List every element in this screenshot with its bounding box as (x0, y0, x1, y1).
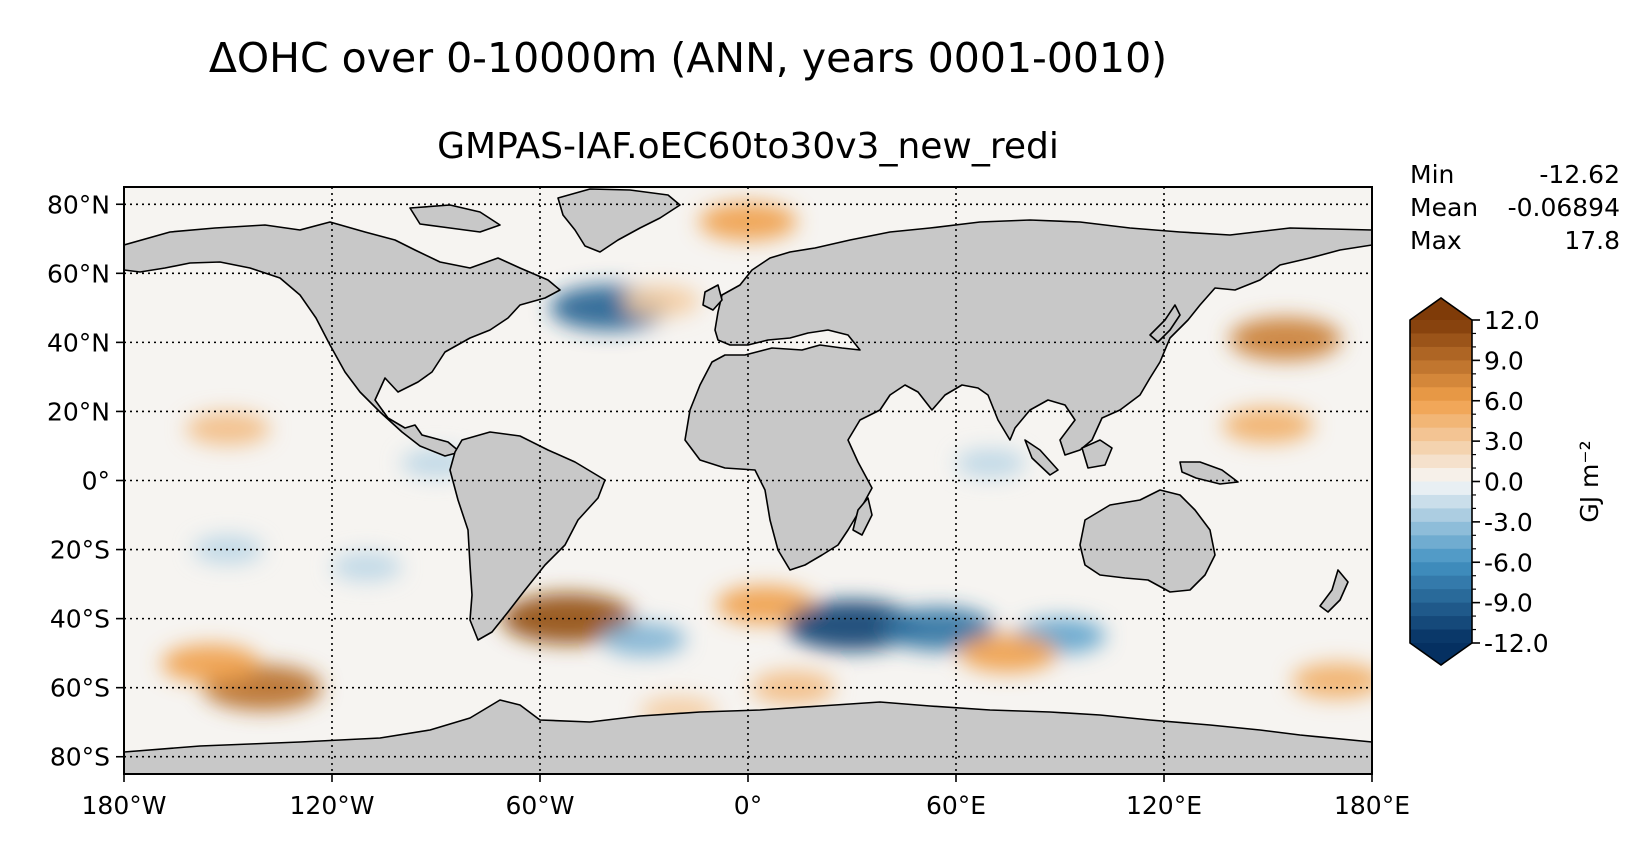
land-greenland (557, 188, 681, 253)
y-tick-label: 40°N (47, 328, 110, 357)
colorbar-band (1410, 414, 1472, 429)
colorbar-tick-label: 9.0 (1484, 346, 1524, 375)
anomaly-blob-20 (955, 448, 1026, 478)
figure-title: ΔOHC over 0-10000m (ANN, years 0001-0010… (208, 34, 1168, 82)
colorbar-band (1410, 441, 1472, 456)
y-axis: 80°N 60°N 40°N 20°N 0° 20°S 40°S 60°S 80°S (47, 190, 124, 772)
anomaly-blob-0 (186, 411, 270, 446)
stat-mean: Mean -0.06894 (1410, 191, 1620, 224)
gridlines (124, 187, 1372, 774)
colorbar-tick-label: 3.0 (1484, 427, 1524, 456)
land-new-zealand (1319, 569, 1349, 613)
land-new-guinea (1179, 461, 1239, 485)
colorbar-tick-label: -9.0 (1484, 589, 1533, 618)
y-tick-label: 60°S (50, 674, 110, 703)
colorbar-band (1410, 616, 1472, 631)
colorbar-tick-label: -3.0 (1484, 508, 1533, 537)
x-tick-label: 0° (734, 791, 762, 820)
colorbar-band (1410, 494, 1472, 510)
colorbar-band (1410, 589, 1472, 604)
anomaly-blob-8 (602, 622, 686, 657)
colorbar-band (1410, 535, 1472, 550)
anomaly-blob-4 (716, 585, 815, 625)
stat-min-label: Min (1410, 160, 1455, 189)
y-tick-label: 20°N (47, 397, 110, 426)
colorbar-tick-label: 6.0 (1484, 387, 1524, 416)
x-tick-label: 180°E (1334, 791, 1410, 820)
x-tick-label: 60°E (926, 791, 986, 820)
colorbar-band (1410, 629, 1472, 644)
x-tick-label: 60°W (505, 791, 574, 820)
colorbar-band (1410, 562, 1472, 577)
anomaly-blob-11 (622, 285, 700, 317)
land-eurasia-africa (684, 219, 1372, 571)
colorbar-band (1410, 373, 1472, 388)
stat-min: Min -12.62 (1410, 158, 1620, 191)
anomaly-blob-3 (501, 593, 635, 644)
anomaly-blob-10 (699, 202, 797, 241)
anomaly-blob-2 (161, 644, 260, 683)
land-north-america (124, 221, 561, 457)
colorbar-band (1410, 468, 1472, 483)
anomaly-blob-12 (1229, 317, 1342, 361)
map-subtitle: GMPAS-IAF.oEC60to30v3_new_redi (437, 126, 1059, 167)
colorbar-tick-label: -12.0 (1484, 629, 1549, 658)
y-tick-label: 80°N (47, 190, 110, 219)
stat-min-value: -12.62 (1539, 160, 1620, 189)
colorbar-tick-label: -6.0 (1484, 548, 1533, 577)
colorbar-band (1410, 387, 1472, 402)
stat-max: Max 17.8 (1410, 224, 1620, 257)
land-canadian-archipelago (409, 204, 501, 233)
colorbar-band (1410, 602, 1472, 617)
colorbar-band (1410, 346, 1472, 361)
colorbar: 12.0 9.0 6.0 3.0 0.0 -3.0 -6.0 -9.0 -12.0 GJ m⁻² (1409, 297, 1604, 666)
stats-panel: Min -12.62 Mean -0.06894 Max 17.8 (1410, 158, 1620, 257)
anomaly-blob-13 (1222, 407, 1314, 444)
colorbar-label: GJ m⁻² (1575, 440, 1604, 522)
x-axis: 180°W 120°W 60°W 0° 60°E 120°E 180°E (82, 774, 1410, 820)
stat-mean-label: Mean (1410, 193, 1479, 222)
colorbar-band (1410, 320, 1472, 335)
stat-max-value: 17.8 (1564, 226, 1620, 255)
colorbar-band (1410, 454, 1472, 469)
land-madagascar (852, 497, 873, 536)
land-australia (1079, 489, 1216, 593)
colorbar-band (1410, 508, 1472, 523)
colorbar-tick-label: 0.0 (1484, 468, 1524, 497)
stat-max-label: Max (1410, 226, 1462, 255)
colorbar-band (1410, 427, 1472, 442)
colorbar-tick-label: 12.0 (1484, 306, 1540, 335)
y-tick-label: 40°S (50, 605, 110, 634)
y-tick-label: 80°S (50, 743, 110, 772)
anomaly-blob-17 (959, 633, 1057, 673)
anomaly-blob-14 (1291, 662, 1372, 699)
x-tick-label: 180°W (82, 791, 167, 820)
colorbar-extend-min (1410, 643, 1472, 665)
land-sumatra (1024, 439, 1059, 476)
y-tick-label: 0° (82, 467, 110, 496)
stat-mean-value: -0.06894 (1507, 193, 1620, 222)
land-antarctica (124, 699, 1372, 774)
x-tick-label: 120°E (1126, 791, 1202, 820)
x-tick-label: 120°W (290, 791, 375, 820)
colorbar-band (1410, 575, 1472, 590)
land-uk (702, 284, 723, 311)
land-borneo (1081, 439, 1113, 469)
colorbar-band (1410, 333, 1472, 348)
colorbar-band (1410, 481, 1472, 496)
colorbar-band (1410, 400, 1472, 415)
y-tick-label: 60°N (47, 259, 110, 288)
colorbar-extend-max (1410, 298, 1472, 320)
colorbar-band (1410, 548, 1472, 563)
anomaly-blob-16 (751, 670, 836, 705)
anomaly-blob-5 (785, 600, 919, 651)
land-south-america (449, 431, 606, 641)
colorbar-band (1410, 360, 1472, 375)
colorbar-band (1410, 521, 1472, 536)
anomaly-blob-19 (331, 552, 402, 582)
land-layer (124, 188, 1372, 774)
y-tick-label: 20°S (50, 536, 110, 565)
